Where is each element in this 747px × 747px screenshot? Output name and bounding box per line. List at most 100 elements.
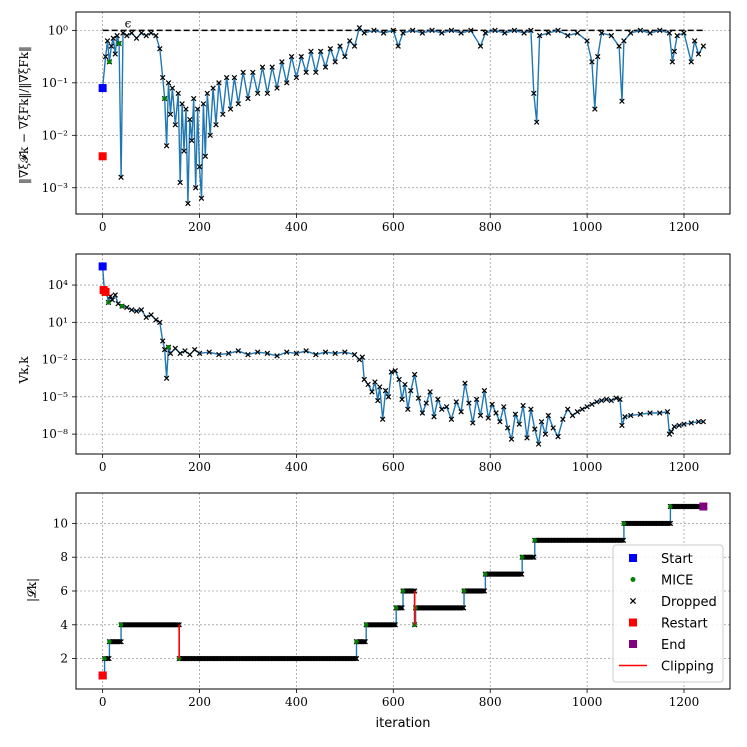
dropped-marker xyxy=(671,423,678,430)
dropped-marker xyxy=(181,148,187,154)
dropped-marker xyxy=(216,80,222,86)
dropped-marker xyxy=(133,35,140,41)
dropped-marker xyxy=(371,27,377,34)
mice-marker xyxy=(394,605,399,611)
dropped-marker xyxy=(458,409,464,415)
mice-marker xyxy=(519,555,525,560)
dropped-marker xyxy=(532,426,538,432)
mice-marker xyxy=(107,59,112,65)
dropped-marker xyxy=(443,404,450,410)
dropped-marker xyxy=(124,304,130,311)
dropped-marker xyxy=(613,395,619,401)
x-tick-label: 800 xyxy=(479,695,502,709)
dropped-marker xyxy=(619,98,625,104)
dropped-marker xyxy=(458,30,464,36)
dropped-marker xyxy=(462,380,468,386)
dropped-marker xyxy=(362,638,368,645)
x-tick-label: 200 xyxy=(188,220,211,234)
dropped-marker xyxy=(380,30,387,36)
dropped-marker xyxy=(169,85,176,91)
dropped-marker xyxy=(529,554,536,560)
dropped-marker xyxy=(621,38,627,44)
mice-marker xyxy=(102,656,107,661)
start-marker xyxy=(98,84,107,93)
dropped-marker xyxy=(647,410,653,416)
dropped-marker xyxy=(109,297,116,303)
dropped-marker xyxy=(288,53,295,60)
dropped-marker xyxy=(177,179,183,186)
dropped-marker xyxy=(303,348,309,354)
dropped-marker xyxy=(327,46,334,52)
dropped-marker xyxy=(118,174,124,180)
series-line xyxy=(101,266,704,445)
y-tick-label: 10⁻⁸ xyxy=(42,427,69,441)
dropped-marker xyxy=(102,53,109,60)
dropped-marker xyxy=(382,387,389,394)
dropped-marker xyxy=(538,418,545,425)
dropped-marker xyxy=(361,638,367,645)
dropped-marker xyxy=(361,30,367,36)
legend-label: MICE xyxy=(661,574,693,589)
dropped-marker xyxy=(608,32,615,39)
dropped-marker xyxy=(535,441,542,447)
dropped-marker xyxy=(210,85,216,91)
dropped-marker xyxy=(482,30,489,36)
dropped-marker xyxy=(608,397,615,404)
restart-marker xyxy=(101,287,110,296)
dropped-marker xyxy=(308,48,314,55)
dropped-marker xyxy=(555,27,561,34)
legend-entry-dropped: Dropped xyxy=(629,595,717,610)
dropped-marker xyxy=(622,414,628,420)
dropped-marker xyxy=(183,106,189,112)
x-tick-label: 400 xyxy=(285,460,308,474)
dropped-marker xyxy=(528,406,534,413)
dropped-marker xyxy=(159,338,166,344)
dropped-marker xyxy=(489,401,495,408)
dropped-marker xyxy=(516,421,522,427)
dropped-marker xyxy=(477,412,484,419)
dropped-marker xyxy=(235,348,242,354)
dropped-marker xyxy=(332,350,338,357)
dropped-marker xyxy=(579,406,585,413)
dropped-marker xyxy=(688,59,694,65)
dropped-marker xyxy=(245,351,251,358)
legend-box xyxy=(612,544,724,683)
y-tick-label: 10⁰ xyxy=(48,23,68,37)
dropped-marker xyxy=(353,655,360,662)
dropped-marker xyxy=(114,32,120,39)
dropped-marker xyxy=(395,43,401,49)
dropped-marker xyxy=(284,349,290,355)
mice-marker xyxy=(668,504,673,509)
x-tick-label: 600 xyxy=(382,220,405,234)
dropped-marker xyxy=(492,27,498,34)
x-axis-label: iteration xyxy=(376,716,431,731)
dropped-marker xyxy=(235,101,242,107)
dropped-marker xyxy=(603,396,610,403)
y-tick-label: 10⁻² xyxy=(42,353,69,367)
dropped-marker xyxy=(337,43,343,49)
dropped-marker xyxy=(589,401,595,408)
dropped-marker xyxy=(298,53,304,60)
dropped-marker xyxy=(104,38,111,44)
dropped-marker xyxy=(473,396,480,403)
legend: Start MICE Dropped Restart End Clipping xyxy=(612,544,724,683)
dropped-marker xyxy=(175,90,181,97)
dropped-marker xyxy=(293,74,300,81)
dropped-marker xyxy=(116,638,123,645)
dropped-marker xyxy=(439,406,445,413)
y-axis-label-relative-error: ‖∇ξ𝓕k − ∇ξFk‖/‖∇ξFk‖ xyxy=(17,46,31,184)
dropped-marker xyxy=(293,350,300,357)
dropped-marker xyxy=(439,30,445,36)
dropped-marker xyxy=(691,38,698,44)
dropped-marker xyxy=(223,74,230,81)
y-tick-label: 8 xyxy=(60,550,68,564)
dropped-marker xyxy=(617,396,623,403)
x-tick-label: 1200 xyxy=(669,220,700,234)
dropped-marker xyxy=(351,43,358,49)
restart-marker xyxy=(98,671,107,680)
dropped-marker xyxy=(359,354,366,360)
dropped-marker xyxy=(512,411,519,417)
y-tick-label: 10⁻⁵ xyxy=(42,390,69,404)
dropped-marker xyxy=(627,30,634,36)
dropped-marker xyxy=(128,30,135,36)
